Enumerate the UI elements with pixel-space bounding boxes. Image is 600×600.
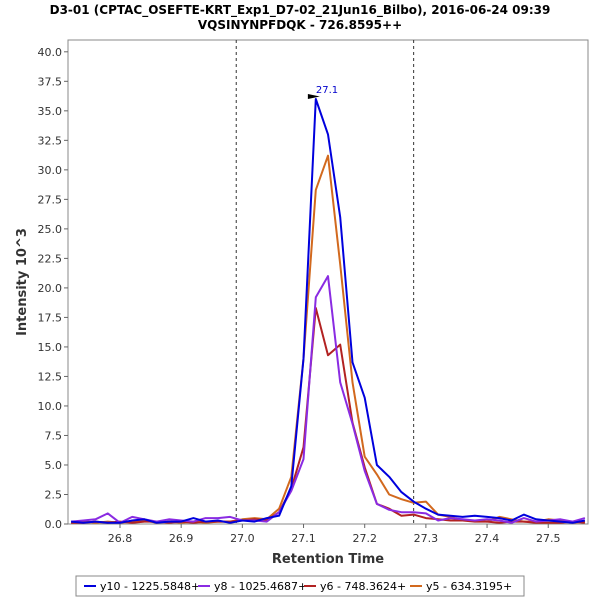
legend-box [75, 575, 525, 597]
legend-label: y5 - 634.3195+ [426, 580, 512, 593]
y-tick-label: 30.0 [38, 164, 63, 177]
y-tick-label: 17.5 [38, 311, 63, 324]
peak-marker [307, 94, 320, 100]
y-tick-label: 40.0 [38, 46, 63, 59]
y-tick-label: 0.0 [45, 518, 63, 531]
y-tick-label: 2.5 [45, 488, 63, 501]
legend-label: y10 - 1225.5848+ [100, 580, 200, 593]
y-tick-label: 35.0 [38, 105, 63, 118]
x-tick-label: 27.1 [291, 532, 316, 545]
y-axis: 0.0 2.5 5.0 7.5 10.0 12.5 15.0 17.5 20.0 22.5 25.0… [38, 46, 68, 531]
chart-subtitle: VQSINYNPFDQK - 726.8595++ [198, 18, 402, 32]
y-tick-label: 12.5 [38, 370, 63, 383]
y-tick-label: 32.5 [38, 134, 63, 147]
x-tick-label: 27.4 [475, 532, 500, 545]
legend-label: y8 - 1025.4687+ [214, 580, 307, 593]
y-axis-title: Intensity 10^3 [15, 228, 30, 336]
y-tick-label: 22.5 [38, 252, 63, 265]
peak-annotation-layer: 27.1 [307, 85, 338, 100]
integration-boundaries [235, 40, 415, 524]
x-axis: 26.8 26.9 27.0 27.1 27.2 27.3 27.4 27.5 [108, 524, 561, 545]
y-tick-label: 25.0 [38, 223, 63, 236]
series-line [71, 275, 586, 524]
x-tick-label: 27.5 [536, 532, 561, 545]
chart-title: D3-01 (CPTAC_OSEFTE-KRT_Exp1_D7-02_21Jun… [50, 3, 551, 18]
x-axis-title: Retention Time [272, 552, 384, 567]
y-tick-label: 7.5 [45, 429, 63, 442]
legend-label: y6 - 748.3624+ [320, 580, 406, 593]
y-tick-label: 15.0 [38, 341, 63, 354]
x-tick-label: 26.9 [169, 532, 194, 545]
x-tick-label: 26.8 [108, 532, 133, 545]
y-tick-label: 20.0 [38, 282, 63, 295]
y-tick-label: 27.5 [38, 193, 63, 206]
series-line [71, 98, 586, 524]
y-tick-label: 5.0 [45, 459, 63, 472]
x-tick-label: 27.3 [414, 532, 439, 545]
x-tick-label: 27.2 [352, 532, 377, 545]
legend: y10 - 1225.5848+ y8 - 1025.4687+ y6 - 748.… [75, 575, 525, 597]
series-layer [71, 98, 586, 524]
peak-label: 27.1 [316, 85, 338, 96]
y-tick-label: 37.5 [38, 75, 63, 88]
y-tick-label: 10.0 [38, 400, 63, 413]
x-tick-label: 27.0 [230, 532, 255, 545]
